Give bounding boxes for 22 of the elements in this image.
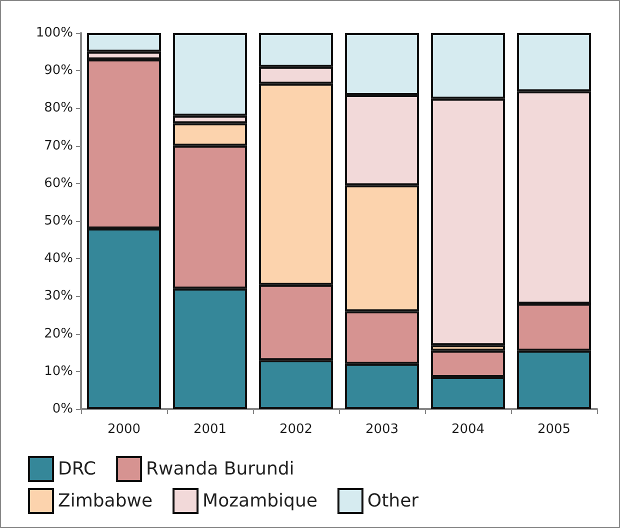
x-tick-label: 2001 bbox=[193, 422, 227, 437]
y-tick-label: 0% bbox=[52, 402, 73, 416]
x-tick-label: 2002 bbox=[279, 422, 313, 437]
y-tick-label: 30% bbox=[44, 288, 73, 304]
x-tick-label: 2004 bbox=[451, 422, 485, 437]
y-tick-label: 70% bbox=[44, 138, 73, 154]
x-tick-label: 2005 bbox=[537, 422, 571, 437]
x-tick-label: 2003 bbox=[365, 422, 399, 437]
y-tick-label: 40% bbox=[44, 251, 73, 266]
y-tick-label: 60% bbox=[44, 176, 73, 191]
y-tick-label: 100% bbox=[36, 26, 73, 40]
y-tick-label: 10% bbox=[44, 364, 73, 379]
y-tick-label: 80% bbox=[44, 100, 73, 116]
legend-label: Zimbabwe bbox=[58, 490, 153, 512]
legend-label: Rwanda Burundi bbox=[146, 458, 294, 480]
legend-label: Mozambique bbox=[202, 490, 318, 512]
x-tick-label: 2000 bbox=[107, 422, 141, 437]
y-tick-label: 20% bbox=[44, 326, 73, 342]
y-tick-label: 90% bbox=[44, 63, 73, 78]
y-tick-label: 50% bbox=[44, 214, 73, 228]
legend-label: Other bbox=[367, 490, 420, 512]
legend-label: DRC bbox=[58, 458, 96, 480]
